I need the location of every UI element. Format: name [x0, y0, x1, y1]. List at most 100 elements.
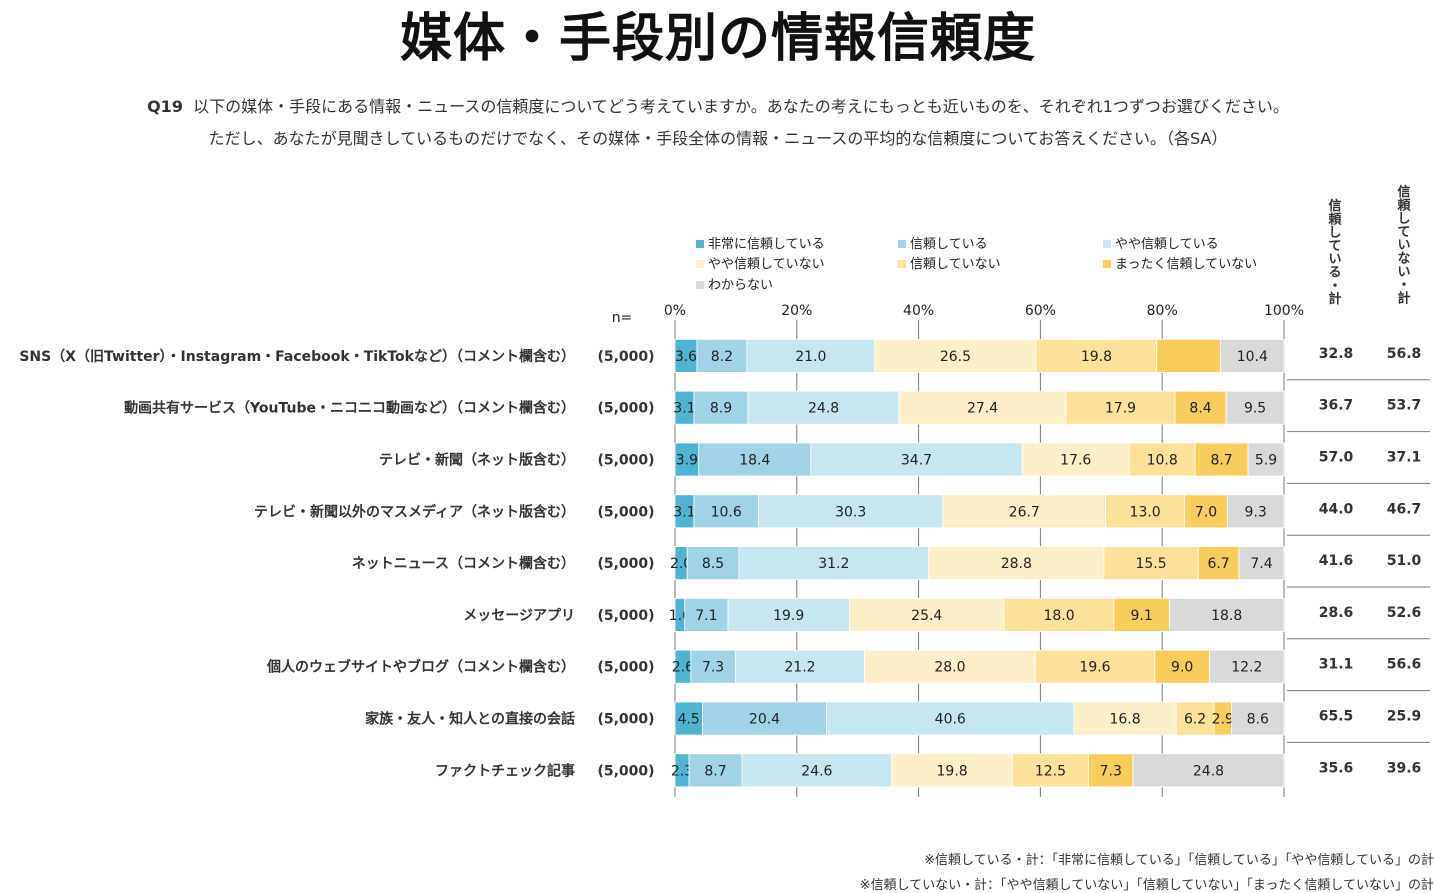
- bar-segment: [741, 753, 893, 788]
- data-label: 3.9: [676, 453, 698, 469]
- data-label: 16.8: [1109, 712, 1140, 728]
- bar-segment: [1174, 390, 1227, 425]
- data-label: 3.1: [673, 401, 695, 417]
- bar-segment: [874, 338, 1037, 373]
- x-tick-label: 60%: [1025, 303, 1056, 319]
- total-header-distrust: し: [1397, 212, 1410, 227]
- legend-swatch: [696, 240, 704, 248]
- data-label: 28.0: [934, 660, 965, 676]
- data-label: 24.8: [808, 401, 839, 417]
- data-label: 8.4: [1189, 401, 1211, 417]
- n-value: (5,000): [597, 660, 654, 676]
- bar-segment: [698, 442, 812, 477]
- data-label: 6.2: [1184, 712, 1206, 728]
- x-tick-label: 0%: [664, 303, 686, 319]
- data-label: 2.0: [670, 556, 692, 572]
- bar-segment: [1209, 649, 1285, 684]
- data-label: 18.8: [1211, 608, 1242, 624]
- data-label: 17.9: [1105, 401, 1136, 417]
- bar-segment: [696, 338, 748, 373]
- legend-swatch: [1103, 240, 1111, 248]
- data-label: 8.7: [704, 763, 726, 779]
- legend-label: やや信頼している: [1115, 237, 1219, 252]
- total-distrust-value: 51.0: [1387, 553, 1422, 569]
- bar-segment: [1128, 442, 1196, 477]
- footnote-trust: ※信頼している・計：「非常に信頼している」「信頼している」「やや信頼している」の…: [924, 853, 1434, 868]
- bar-segment: [1021, 442, 1130, 477]
- bar-segment: [688, 753, 743, 788]
- total-distrust-value: 56.6: [1387, 657, 1422, 673]
- data-label: 27.4: [967, 401, 998, 417]
- data-label: 8.7: [1210, 453, 1232, 469]
- bar-segment: [747, 390, 900, 425]
- bar-segment: [693, 390, 749, 425]
- question-number: Q19: [147, 97, 183, 116]
- x-tick-label: 100%: [1264, 303, 1304, 319]
- legend-swatch: [696, 281, 704, 289]
- legend-label: わからない: [708, 278, 773, 293]
- bar-segment: [1132, 753, 1285, 788]
- legend-swatch: [898, 240, 906, 248]
- total-distrust-value: 52.6: [1387, 605, 1422, 621]
- legend-label: 信頼している: [910, 237, 988, 252]
- data-label: 8.2: [711, 349, 733, 365]
- bar-segment: [1194, 442, 1249, 477]
- data-label: 24.6: [801, 763, 832, 779]
- data-label: 9.1: [1131, 608, 1153, 624]
- bar-segment: [810, 442, 1023, 477]
- bar-segment: [1003, 598, 1115, 632]
- data-label: 3.1: [673, 504, 695, 520]
- data-label: 19.8: [937, 763, 968, 779]
- data-label: 9.0: [1171, 660, 1193, 676]
- data-label: 10.8: [1147, 453, 1178, 469]
- question-text-2: ただし、あなたが見聞きしているものだけでなく、その媒体・手段全体の情報・ニュース…: [208, 129, 1228, 148]
- total-distrust-value: 37.1: [1387, 450, 1422, 466]
- bar-segment: [891, 753, 1013, 788]
- n-value: (5,000): [597, 556, 654, 572]
- data-label: 12.2: [1231, 660, 1262, 676]
- data-label: 15.5: [1135, 556, 1166, 572]
- bar-segment: [928, 546, 1105, 580]
- total-header-trust: る: [1328, 266, 1341, 281]
- bar-segment: [1226, 494, 1285, 529]
- data-label: 7.0: [1195, 504, 1217, 520]
- data-label: 20.4: [749, 712, 780, 728]
- bar-segment: [738, 546, 930, 580]
- category-label: テレビ・新聞（ネット版含む）: [379, 452, 575, 469]
- data-label: 6.7: [1207, 556, 1229, 572]
- data-label: 17.6: [1060, 453, 1091, 469]
- total-distrust-value: 53.7: [1387, 398, 1422, 414]
- total-header-trust: 頼: [1327, 211, 1342, 227]
- total-distrust-value: 39.6: [1387, 760, 1422, 776]
- total-header-distrust: て: [1397, 225, 1410, 240]
- bar-segment: [674, 701, 703, 736]
- legend-label: やや信頼していない: [708, 257, 825, 272]
- bar-segment: [746, 338, 876, 373]
- data-label: 2.3: [671, 763, 693, 779]
- total-header-distrust: 信: [1397, 184, 1410, 200]
- n-value: (5,000): [597, 763, 654, 779]
- data-label: 26.7: [1009, 504, 1040, 520]
- category-label: ファクトチェック記事: [435, 762, 575, 779]
- data-label: 3.6: [675, 349, 697, 365]
- question-line-1: Q19 以下の媒体・手段にある情報・ニュースの信頼度についてどう考えていますか。…: [0, 93, 1436, 117]
- data-label: 13.0: [1130, 504, 1161, 520]
- bar-segment: [1088, 753, 1134, 788]
- category-label: メッセージアプリ: [463, 608, 575, 624]
- data-label: 18.0: [1043, 608, 1074, 624]
- data-label: 30.3: [835, 504, 866, 520]
- bar-segment: [758, 494, 944, 529]
- data-label: 7.3: [1100, 763, 1122, 779]
- total-trust-value: 65.5: [1319, 709, 1354, 725]
- data-label: 2.6: [672, 660, 694, 676]
- data-label: 18.4: [739, 453, 770, 469]
- total-header-trust: し: [1328, 226, 1341, 241]
- total-trust-value: 57.0: [1319, 450, 1354, 466]
- total-distrust-value: 46.7: [1387, 501, 1422, 517]
- total-header-distrust: 計: [1397, 290, 1410, 306]
- data-label: 19.8: [1081, 349, 1112, 365]
- x-tick-label: 40%: [903, 303, 934, 319]
- category-label: 家族・友人・知人との直接の会話: [365, 711, 575, 728]
- bar-segment: [693, 494, 759, 529]
